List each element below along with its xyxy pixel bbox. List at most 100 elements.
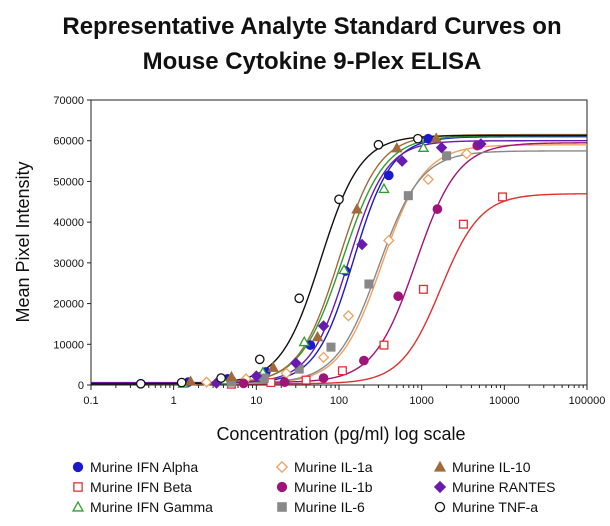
legend-item: Murine IFN Beta xyxy=(73,479,192,495)
data-point xyxy=(413,133,423,144)
data-point xyxy=(317,351,330,364)
data-point xyxy=(435,141,448,154)
legend-swatch xyxy=(433,460,447,472)
data-point xyxy=(337,366,347,376)
legend-swatch xyxy=(275,460,289,474)
data-point xyxy=(396,155,408,167)
legend-item: Murine RANTES xyxy=(433,479,555,495)
data-point xyxy=(301,375,311,385)
data-point xyxy=(422,173,434,186)
y-axis-label: Mean Pixel Intensity xyxy=(13,161,33,322)
data-point xyxy=(250,370,263,382)
data-point xyxy=(317,320,330,332)
data-point xyxy=(290,357,302,369)
data-point xyxy=(442,151,452,161)
data-point xyxy=(460,147,473,160)
data-point xyxy=(200,376,213,388)
legend-item: Murine IFN Alpha xyxy=(72,459,198,475)
data-point xyxy=(378,182,390,194)
y-tick-label: 60000 xyxy=(53,136,84,148)
x-tick-label: 100000 xyxy=(569,395,606,407)
fit-curve xyxy=(91,140,587,384)
data-point xyxy=(418,284,428,294)
legend-item: Murine IL-10 xyxy=(433,459,531,475)
y-axis: 0 10000 20000 30000 40000 50000 60000 70000 xyxy=(53,95,91,392)
legend-item: Murine IL-1b xyxy=(276,479,373,495)
y-tick-label: 0 xyxy=(78,380,84,392)
data-point xyxy=(294,293,305,304)
plot-area-frame xyxy=(90,99,588,386)
x-axis: 0.1 1 10 100 1000 10000 100000 xyxy=(83,385,605,407)
x-tick-label: 10000 xyxy=(489,395,520,407)
data-point xyxy=(238,378,249,389)
fit-curve xyxy=(91,134,587,385)
legend-swatch xyxy=(277,502,287,512)
legend-swatch xyxy=(433,480,447,494)
data-point xyxy=(417,141,430,152)
data-markers xyxy=(135,132,508,389)
legend-item: Murine TNF-a xyxy=(434,499,538,515)
fit-curve xyxy=(91,133,587,385)
data-point xyxy=(259,373,269,383)
data-point xyxy=(298,335,310,347)
data-point xyxy=(334,194,344,205)
data-point xyxy=(318,373,329,383)
legend-item: Murine IFN Gamma xyxy=(71,499,213,515)
x-tick-label: 10 xyxy=(250,395,262,407)
data-point xyxy=(393,291,404,302)
legend-label: Murine IFN Alpha xyxy=(90,459,198,475)
data-point xyxy=(430,132,442,143)
data-point xyxy=(391,142,403,153)
data-point xyxy=(364,279,374,289)
data-point xyxy=(254,354,265,365)
data-point xyxy=(225,370,238,382)
data-point xyxy=(497,192,508,202)
x-axis-label: Concentration (pg/ml) log scale xyxy=(216,424,465,444)
legend-label: Murine TNF-a xyxy=(452,499,538,515)
fitted-curves xyxy=(91,133,588,385)
data-point xyxy=(267,361,279,372)
y-tick-label: 20000 xyxy=(53,299,84,311)
data-point xyxy=(176,377,187,388)
fit-curve xyxy=(91,142,588,384)
data-point xyxy=(279,377,290,387)
legend-label: Murine IL-6 xyxy=(294,499,365,515)
y-tick-label: 50000 xyxy=(53,176,84,188)
y-tick-label: 10000 xyxy=(53,339,84,351)
y-tick-label: 30000 xyxy=(53,258,84,270)
fit-curve xyxy=(91,150,588,385)
x-tick-label: 100 xyxy=(330,395,348,407)
data-point xyxy=(359,355,369,366)
legend-item: Murine IL-6 xyxy=(277,499,365,515)
data-point xyxy=(403,191,413,201)
fit-curve xyxy=(91,144,587,385)
legend-label: Murine IL-1b xyxy=(294,479,373,495)
data-point xyxy=(458,219,468,229)
data-point xyxy=(383,234,395,247)
data-point xyxy=(135,378,146,389)
data-point xyxy=(423,133,434,144)
data-point xyxy=(216,373,226,383)
data-point xyxy=(373,139,384,150)
data-point xyxy=(311,330,324,342)
legend-label: Murine RANTES xyxy=(452,479,555,495)
legend-swatch xyxy=(71,500,85,512)
chart-title-line-1: Representative Analyte Standard Curves o… xyxy=(62,13,561,40)
y-tick-label: 40000 xyxy=(53,217,84,229)
data-point xyxy=(342,310,355,322)
y-tick-label: 70000 xyxy=(53,95,84,107)
legend-swatch xyxy=(73,482,83,492)
data-point xyxy=(326,342,336,352)
legend-swatch xyxy=(72,461,84,473)
data-point xyxy=(432,204,443,214)
legend-label: Murine IFN Beta xyxy=(90,479,192,495)
legend-label: Murine IL-1a xyxy=(294,459,373,475)
chart-title-line-2: Mouse Cytokine 9-Plex ELISA xyxy=(143,48,482,75)
x-tick-label: 1000 xyxy=(409,395,433,407)
legend-label: Murine IL-10 xyxy=(452,459,531,475)
data-point xyxy=(356,238,368,251)
legend-label: Murine IFN Gamma xyxy=(90,499,213,515)
data-point xyxy=(184,375,197,386)
